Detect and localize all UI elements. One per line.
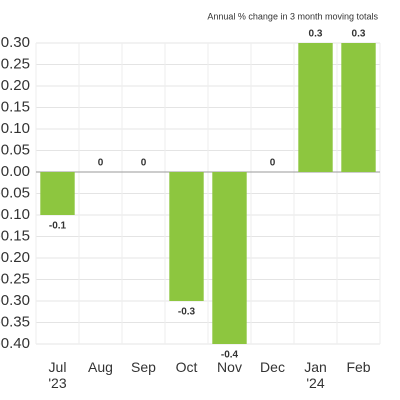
y-tick-label: -0.25 — [0, 270, 30, 287]
bar — [169, 172, 204, 301]
y-tick-label: -0.35 — [0, 313, 30, 330]
bar — [212, 172, 247, 344]
x-tick-label: Jul '23 — [48, 359, 67, 391]
data-label: 0 — [141, 158, 147, 169]
y-tick-label: 0.00 — [1, 163, 30, 180]
data-label: 0 — [270, 158, 276, 169]
x-tick-label: Aug — [88, 359, 113, 375]
bar — [40, 172, 75, 215]
x-tick-label: Feb — [346, 359, 371, 375]
bar — [298, 43, 333, 172]
data-label: 0 — [98, 158, 104, 169]
chart-subtitle: Annual % change in 3 month moving totals — [207, 11, 378, 21]
data-label: 0.3 — [309, 29, 323, 40]
data-label: -0.3 — [178, 307, 196, 318]
y-tick-label: -0.10 — [0, 206, 30, 223]
x-tick-label: Dec — [260, 359, 285, 375]
x-tick-label: Sep — [131, 359, 156, 375]
data-label: 0.3 — [352, 29, 366, 40]
y-tick-label: 0.20 — [1, 77, 30, 94]
y-tick-label: -0.05 — [0, 184, 30, 201]
y-tick-label: -0.30 — [0, 292, 30, 309]
y-tick-label: -0.20 — [0, 249, 30, 266]
x-tick-label: Nov — [217, 359, 242, 375]
y-tick-label: 0.05 — [1, 141, 30, 158]
y-tick-label: 0.30 — [1, 34, 30, 51]
bar — [341, 43, 376, 172]
y-tick-label: -0.15 — [0, 227, 30, 244]
data-label: -0.1 — [49, 221, 67, 232]
y-tick-label: 0.15 — [1, 98, 30, 115]
y-tick-label: -0.40 — [0, 335, 30, 352]
y-tick-label: 0.10 — [1, 120, 30, 137]
y-tick-label: 0.25 — [1, 55, 30, 72]
x-tick-label: Jan '24 — [304, 359, 327, 391]
x-tick-label: Oct — [175, 359, 198, 375]
data-label: -0.4 — [221, 350, 239, 361]
